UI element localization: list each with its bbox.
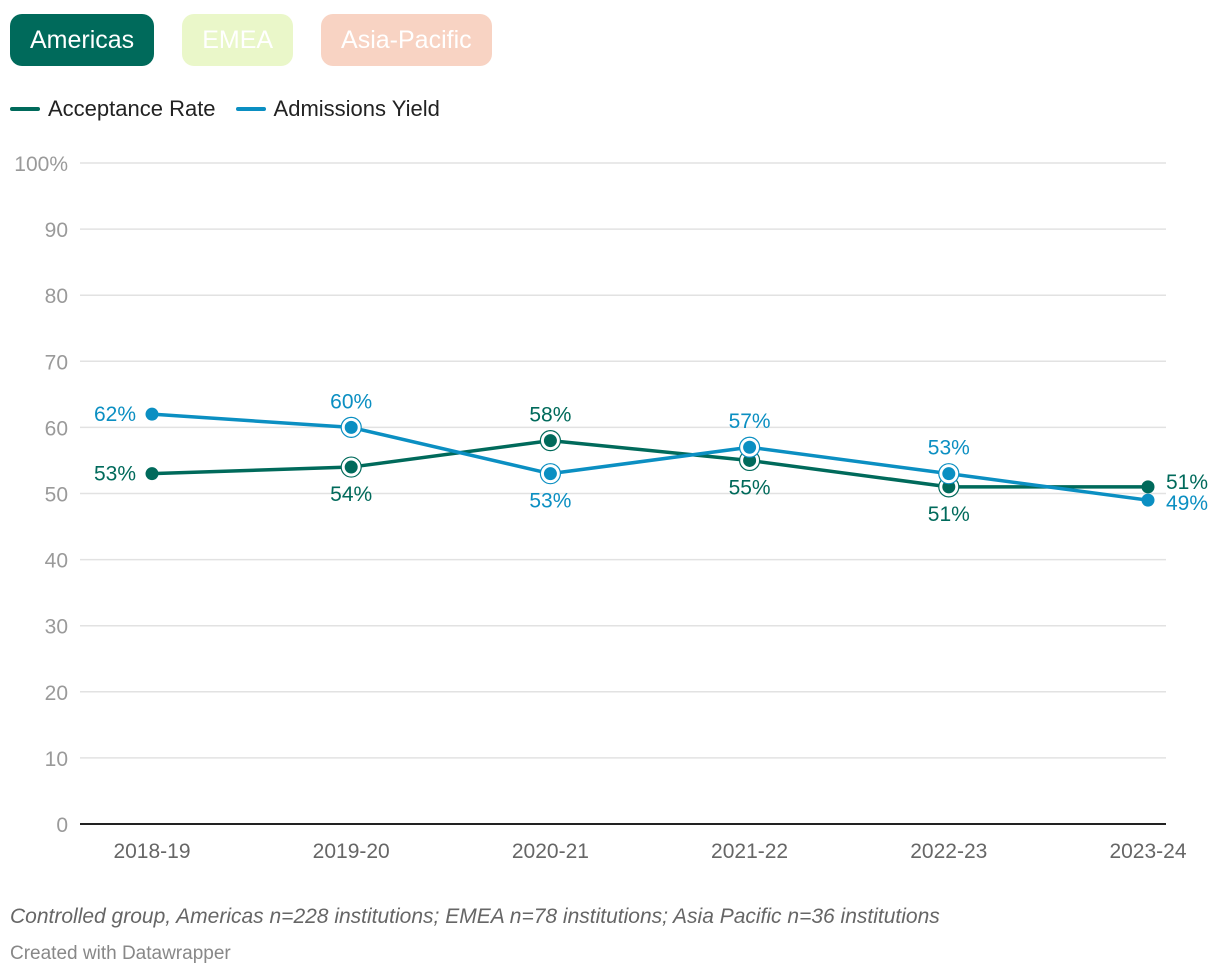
data-point-admissions-yield-2 xyxy=(543,467,557,481)
data-point-acceptance-rate-0 xyxy=(145,467,159,481)
data-point-admissions-yield-4 xyxy=(942,467,956,481)
y-tick-label-70: 70 xyxy=(45,351,68,374)
data-label-admissions-yield-4: 53% xyxy=(928,437,970,460)
data-point-admissions-yield-5 xyxy=(1141,493,1155,507)
data-label-acceptance-rate-3: 55% xyxy=(729,476,771,499)
y-tick-label-30: 30 xyxy=(45,616,68,639)
x-tick-label-2019-20: 2019-20 xyxy=(313,840,390,863)
legend-label-acceptance-rate: Acceptance Rate xyxy=(48,96,216,121)
data-point-acceptance-rate-2 xyxy=(543,434,557,448)
data-label-acceptance-rate-0: 53% xyxy=(94,463,136,486)
data-point-acceptance-rate-5 xyxy=(1141,480,1155,494)
tab-emea[interactable]: EMEA xyxy=(182,14,294,66)
y-tick-label-20: 20 xyxy=(45,682,68,705)
y-tick-label-60: 60 xyxy=(45,417,68,440)
x-tick-label-2023-24: 2023-24 xyxy=(1109,840,1186,863)
data-label-acceptance-rate-1: 54% xyxy=(330,483,372,506)
y-tick-label-50: 50 xyxy=(45,484,68,507)
tab-asia-pacific[interactable]: Asia-Pacific xyxy=(321,14,492,66)
data-label-admissions-yield-5: 49% xyxy=(1166,492,1208,515)
data-label-admissions-yield-2: 53% xyxy=(529,490,571,513)
data-label-acceptance-rate-2: 58% xyxy=(529,404,571,427)
x-tick-label-2022-23: 2022-23 xyxy=(910,840,987,863)
x-tick-label-2020-21: 2020-21 xyxy=(512,840,589,863)
legend-swatch-admissions-yield xyxy=(235,107,266,111)
y-tick-label-40: 40 xyxy=(45,550,68,573)
series-line-acceptance-rate xyxy=(150,438,1150,489)
chart-legend: Acceptance Rate Admissions Yield xyxy=(10,96,440,122)
x-tick-label-2021-22: 2021-22 xyxy=(711,840,788,863)
footnote: Controlled group, Americas n=228 institu… xyxy=(10,905,940,928)
data-label-admissions-yield-1: 60% xyxy=(330,390,372,413)
y-tick-label-0: 0 xyxy=(56,814,68,837)
data-point-admissions-yield-1 xyxy=(344,420,358,434)
line-chart: 0 10 20 30 40 50 60 70 80 90 100% 2018-19 2019-20 202… xyxy=(14,153,1208,863)
legend-label-admissions-yield: Admissions Yield xyxy=(273,96,440,121)
data-point-admissions-yield-3 xyxy=(743,440,757,454)
y-tick-label-90: 90 xyxy=(45,219,68,242)
data-point-acceptance-rate-1 xyxy=(344,460,358,474)
legend-swatch-acceptance-rate xyxy=(10,107,40,111)
y-tick-label-10: 10 xyxy=(45,748,68,771)
series-line-admissions-yield xyxy=(150,412,1150,502)
y-tick-label-100: 100% xyxy=(14,153,68,176)
data-label-admissions-yield-0: 62% xyxy=(94,403,136,426)
credit-line: Created with Datawrapper xyxy=(10,943,231,964)
tab-americas[interactable]: Americas xyxy=(10,14,155,66)
data-label-acceptance-rate-5: 51% xyxy=(1166,471,1208,494)
legend-item-admissions-yield: Admissions Yield xyxy=(235,96,440,122)
region-tabs: Americas EMEA Asia-Pacific xyxy=(10,14,492,66)
y-tick-label-80: 80 xyxy=(45,285,68,308)
data-label-acceptance-rate-4: 51% xyxy=(928,503,970,526)
data-label-admissions-yield-3: 57% xyxy=(729,410,771,433)
legend-item-acceptance-rate: Acceptance Rate xyxy=(10,96,216,122)
x-tick-label-2018-19: 2018-19 xyxy=(113,840,190,863)
data-point-admissions-yield-0 xyxy=(145,407,159,421)
